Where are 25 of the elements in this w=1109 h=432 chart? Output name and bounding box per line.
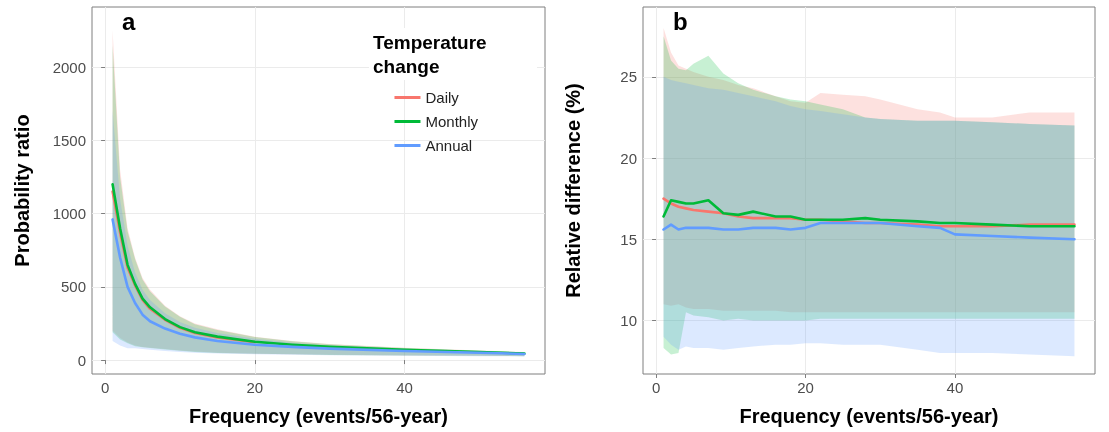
y-tick-label: 1500 xyxy=(52,131,86,149)
legend-label: Monthly xyxy=(425,113,479,130)
legend-label: Annual xyxy=(425,137,473,154)
chart-title: a xyxy=(122,7,136,35)
y-tick-label: 15 xyxy=(620,230,637,248)
x-tick-label: 20 xyxy=(246,379,264,396)
chart-title: b xyxy=(673,7,688,35)
y-tick-label: 500 xyxy=(60,278,86,296)
x-tick-label: 40 xyxy=(946,379,964,396)
x-tick-label: 20 xyxy=(797,379,814,396)
legend-label: Daily xyxy=(425,89,460,106)
y-tick-label: 2000 xyxy=(52,58,86,76)
x-axis-title: Frequency (events/56-year) xyxy=(739,405,999,427)
y-tick-label: 1000 xyxy=(52,205,86,223)
y-tick-label: 0 xyxy=(77,351,86,369)
y-axis-title: Probability ratio xyxy=(11,114,33,267)
y-axis-title: Relative difference (%) xyxy=(562,83,584,298)
legend-title: Temperature change xyxy=(373,31,492,77)
x-axis-title: Frequency (events/56-year) xyxy=(188,405,449,427)
x-tick-label: 0 xyxy=(651,379,661,396)
y-tick-label: 10 xyxy=(620,311,637,329)
x-tick-label: 0 xyxy=(100,379,110,396)
y-tick-label: 20 xyxy=(620,149,637,167)
y-tick-label: 25 xyxy=(620,68,637,86)
x-tick-label: 40 xyxy=(396,379,413,396)
